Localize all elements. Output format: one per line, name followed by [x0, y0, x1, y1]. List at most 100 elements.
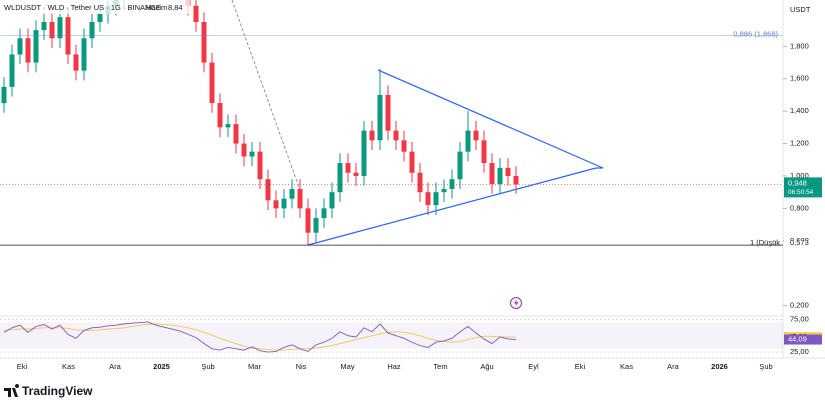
candle-body — [377, 94, 383, 141]
candle-body — [313, 218, 319, 233]
candle-body — [305, 208, 311, 233]
candle-body — [369, 130, 375, 141]
currency: USDT — [790, 5, 811, 14]
rsi-label: 44,09 — [788, 335, 807, 344]
candle-body — [281, 198, 287, 209]
candle-body — [225, 124, 231, 128]
candle-body — [409, 151, 415, 173]
candle-body — [321, 208, 327, 219]
candle-body — [513, 175, 519, 185]
candle-body — [217, 103, 223, 128]
legend-bg — [0, 0, 190, 14]
candle-body — [449, 179, 455, 189]
candle-body — [433, 192, 439, 206]
candle-body — [233, 124, 239, 144]
triangle-upper — [377, 69, 604, 169]
candle-body — [417, 172, 423, 193]
logo — [4, 384, 20, 397]
candle-body — [1, 86, 7, 104]
candle-body — [457, 151, 463, 180]
x-tick-label: Ara — [109, 362, 122, 371]
fib-label: 0,886 (1,868) — [733, 29, 778, 38]
last-price-label: 0,948 — [788, 178, 807, 187]
candle-body — [297, 188, 303, 209]
candle-body — [345, 163, 351, 173]
last-price-box — [784, 177, 822, 198]
candle-body — [249, 151, 255, 157]
x-tick-label: Nis — [296, 362, 307, 371]
candle-body — [49, 22, 55, 39]
candle-body — [425, 192, 431, 206]
y-tick-label: 0,800 — [790, 203, 809, 212]
logo-mark — [4, 384, 20, 397]
x-tick-label: Ara — [667, 362, 680, 371]
x-tick-label: Kas — [62, 362, 75, 371]
volume-value: 8,84 — [168, 3, 183, 12]
candle-body — [41, 22, 47, 31]
countdown: 06:50:54 — [788, 189, 814, 196]
x-tick-label: May — [340, 362, 354, 371]
candle-body — [73, 54, 79, 71]
candle-body — [337, 163, 343, 193]
x-tick-label: Eki — [575, 362, 586, 371]
volume-label: Hacim — [146, 3, 167, 12]
candle-body — [329, 192, 335, 209]
candle-body — [465, 130, 471, 152]
candle-body — [65, 17, 71, 55]
candle-body — [361, 130, 367, 176]
x-tick-label: Mar — [248, 362, 261, 371]
rsi-box — [784, 334, 822, 345]
low-label: 1 (Düşük — [750, 238, 780, 247]
y-tick-label: 1,400 — [790, 106, 809, 115]
y-tick-label: 1,800 — [790, 41, 809, 50]
candle-body — [401, 140, 407, 152]
candle-body — [289, 188, 295, 199]
candle-body — [489, 163, 495, 185]
candle-body — [481, 140, 487, 164]
trend-line-dashed — [231, 0, 301, 191]
candle-body — [9, 54, 15, 87]
y-tick-label: 0,200 — [790, 301, 809, 310]
candle-body — [209, 62, 215, 104]
candle-body — [17, 38, 23, 55]
y-tick-label: 1,000 — [790, 171, 809, 180]
candle-body — [57, 17, 63, 39]
triangle-lower — [307, 167, 597, 246]
candle-body — [497, 167, 503, 185]
rsi-tick-label: 75,00 — [790, 314, 809, 323]
x-tick-label: 2026 — [711, 362, 728, 371]
candle-body — [193, 5, 199, 23]
y-tick-label: 1,200 — [790, 139, 809, 148]
candle-body — [385, 94, 391, 131]
x-tick-label: Eyl — [528, 362, 539, 371]
y-tick-label: 1,600 — [790, 74, 809, 83]
candle-body — [89, 22, 95, 39]
x-tick-label: Kas — [620, 362, 633, 371]
x-tick-label: Tem — [433, 362, 447, 371]
candle-body — [265, 179, 271, 201]
candle-body — [81, 38, 87, 71]
candle-body — [257, 151, 263, 180]
drawings — [231, 0, 604, 309]
candle-body — [473, 130, 479, 141]
candle-body — [393, 130, 399, 141]
low-price-label: 0,573 — [790, 238, 809, 247]
brand: TradingView — [22, 384, 93, 398]
low-price-bg — [784, 240, 822, 251]
candle-body — [241, 143, 247, 157]
x-tick-label: Şub — [759, 362, 772, 371]
candle-body — [33, 30, 39, 63]
candle-body — [505, 167, 511, 176]
x-tick-label: Haz — [387, 362, 401, 371]
candle-body — [25, 38, 31, 63]
candle-body — [353, 172, 359, 176]
rsi-line — [3, 321, 517, 353]
x-tick-label: Eki — [17, 362, 28, 371]
x-tick-label: 2025 — [153, 362, 170, 371]
rsi-band — [0, 322, 783, 349]
x-tick-label: Şub — [201, 362, 214, 371]
candle-body — [273, 200, 279, 209]
x-tick-label: Ağu — [480, 362, 493, 371]
